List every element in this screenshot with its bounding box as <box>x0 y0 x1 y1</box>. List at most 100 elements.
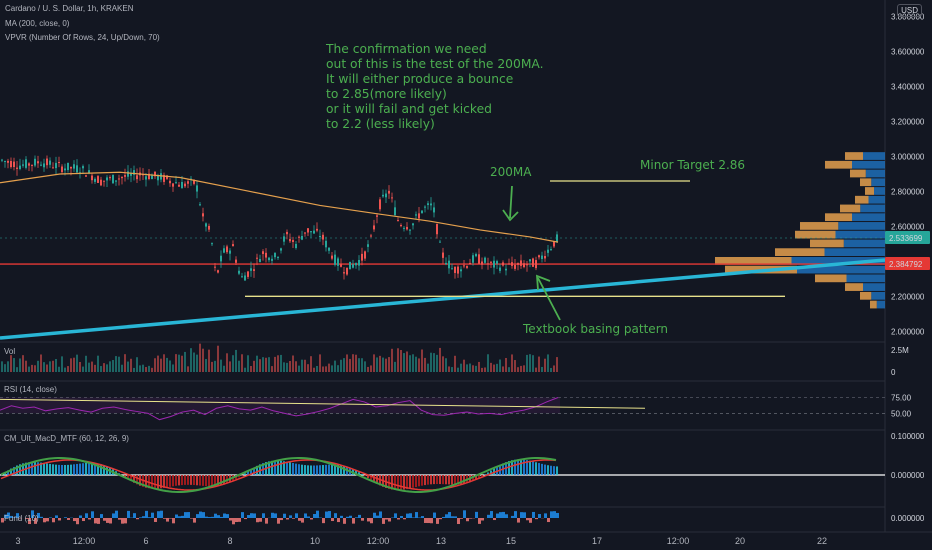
candle-body <box>385 193 387 198</box>
volume-bar <box>49 361 51 372</box>
candle-body <box>235 259 237 263</box>
macd-hist-bar <box>316 465 318 475</box>
volume-bar <box>178 354 180 372</box>
volume-bar <box>22 355 24 372</box>
volume-bar <box>358 358 360 372</box>
candle-body <box>247 271 249 277</box>
macd-hist-bar <box>79 463 81 475</box>
fund-bar <box>280 518 283 521</box>
volume-bar <box>205 358 207 372</box>
vpvr-up-row <box>868 195 885 204</box>
macd-hist-bar <box>283 461 285 475</box>
rsi-trendline <box>0 398 646 409</box>
macd-hist-bar <box>364 475 366 477</box>
vpvr-legend[interactable]: VPVR (Number Of Rows, 24, Up/Down, 70) <box>5 33 160 42</box>
fund-bar <box>397 518 400 520</box>
fund-pane-label[interactable]: Fund (10) <box>4 514 39 523</box>
macd-hist-bar <box>103 465 105 475</box>
candle-body <box>64 168 66 171</box>
candle-body <box>103 180 105 182</box>
fund-bar <box>166 518 169 522</box>
fund-bar <box>358 514 361 518</box>
time-axis[interactable]: 3 12:00 6 8 10 12:00 13 15 17 12:00 20 22 <box>15 536 827 546</box>
fund-bar <box>37 512 40 518</box>
currency-badge[interactable]: USD <box>897 4 922 17</box>
volume-bar <box>355 354 357 372</box>
vpvr-down-row <box>825 160 852 169</box>
macd-hist-bar <box>520 459 522 475</box>
fund-bar <box>517 518 520 523</box>
fund-bar <box>394 513 397 518</box>
macd-hist-bar <box>304 465 306 475</box>
candle-body <box>82 166 84 169</box>
macd-hist-bar <box>331 464 333 475</box>
volume-bar <box>16 367 18 372</box>
fund-bar <box>244 518 247 520</box>
fund-bar <box>514 511 517 518</box>
macd-hist-bar <box>223 475 225 485</box>
volume-bar <box>529 354 531 372</box>
volume-bar <box>505 357 507 372</box>
macd-hist-bar <box>52 464 54 475</box>
macd-hist-bar <box>415 475 417 488</box>
macd-hist-bar <box>73 464 75 475</box>
candle-body <box>16 167 18 169</box>
volume-bar <box>439 347 441 372</box>
macd-hist-bar <box>397 475 399 491</box>
price-tick-label: 3.600000 <box>891 48 925 57</box>
fund-bar <box>67 518 70 520</box>
volume-bar <box>523 365 525 372</box>
macd-hist-bar <box>313 465 315 475</box>
macd-hist-bar <box>439 475 441 485</box>
macd-hist-bar <box>490 470 492 475</box>
candle-body <box>445 262 447 265</box>
candle-body <box>358 260 360 266</box>
candle-body <box>535 260 537 269</box>
fund-bar <box>328 511 331 518</box>
volume-bar <box>247 355 249 372</box>
candle-body <box>313 230 315 234</box>
ma-legend[interactable]: MA (200, close, 0) <box>5 19 70 28</box>
macd-hist-bar <box>433 475 435 485</box>
volume-bar <box>142 364 144 372</box>
fund-bar <box>538 514 541 518</box>
candle-body <box>397 220 399 222</box>
macd-hist-bar <box>250 469 252 475</box>
drawing-layer[interactable] <box>0 180 886 340</box>
fund-bar <box>307 516 310 518</box>
volume-bar <box>193 352 195 372</box>
trendline <box>0 258 886 340</box>
fund-bar <box>376 515 379 518</box>
fund-bar <box>220 516 223 518</box>
candle-body <box>370 235 372 237</box>
fund-bar <box>88 518 91 520</box>
fund-bar <box>91 511 94 518</box>
macd-hist-bar <box>406 475 408 490</box>
candle-body <box>28 163 30 166</box>
fund-bar <box>379 511 382 518</box>
volume-bar <box>244 367 246 372</box>
volume-bar <box>397 348 399 372</box>
fund-bar <box>124 518 127 524</box>
time-tick-label: 13 <box>436 536 446 546</box>
candle-body <box>478 254 480 264</box>
volume-bar <box>424 357 426 372</box>
fund-bar <box>52 518 55 523</box>
candle-body <box>112 174 114 184</box>
time-tick-label: 6 <box>143 536 148 546</box>
candle-body <box>217 270 219 273</box>
macd-pane-label[interactable]: CM_Ult_MacD_MTF (60, 12, 26, 9) <box>4 434 129 443</box>
fund-bar <box>85 513 88 518</box>
vpvr-down-row <box>800 222 839 230</box>
time-tick-label: 12:00 <box>667 536 690 546</box>
rsi-pane-label[interactable]: RSI (14, close) <box>4 385 57 394</box>
candle-body <box>205 223 207 227</box>
candle-body <box>463 265 465 267</box>
volume-bar <box>532 355 534 372</box>
price-axis[interactable]: 3.800000 3.600000 3.400000 3.200000 3.000000… <box>885 13 930 523</box>
candle-body <box>208 225 210 230</box>
candle-body <box>352 264 354 268</box>
volume-bar <box>472 365 474 372</box>
candle-body <box>52 167 54 169</box>
